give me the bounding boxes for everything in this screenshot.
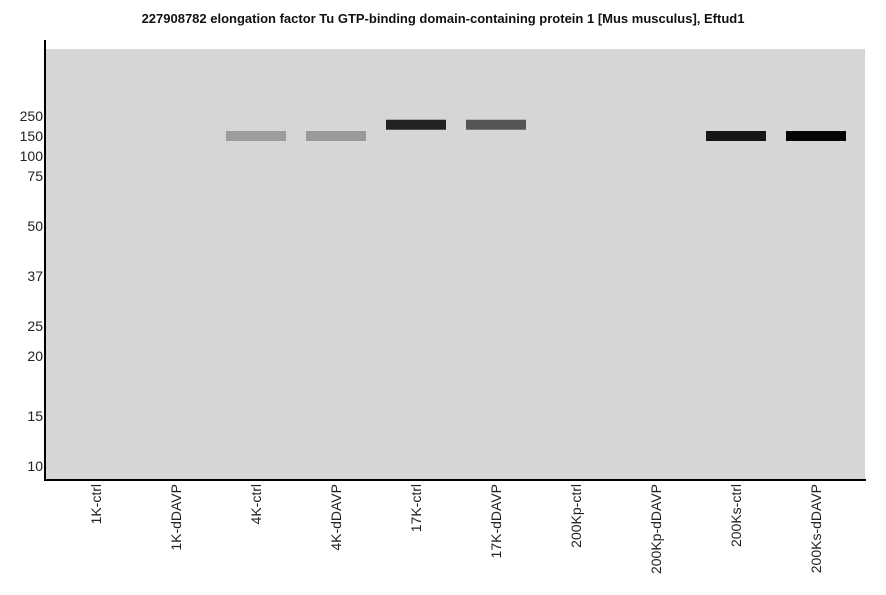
- lane-label: 17K-dDAVP: [488, 484, 504, 558]
- lane-label: 200Kp-dDAVP: [648, 484, 664, 574]
- band: [786, 131, 846, 141]
- y-tick-label: 100: [20, 148, 44, 164]
- y-tick-label: 20: [27, 348, 43, 364]
- lane-label: 1K-dDAVP: [168, 484, 184, 551]
- y-tick-label: 75: [27, 168, 43, 184]
- lane-label: 200Ks-dDAVP: [808, 484, 824, 573]
- chart-title: 227908782 elongation factor Tu GTP-bindi…: [141, 11, 745, 26]
- band: [706, 131, 766, 141]
- band: [386, 119, 446, 130]
- lane-label: 4K-dDAVP: [328, 484, 344, 551]
- y-tick-label: 150: [20, 128, 44, 144]
- lane-label: 17K-ctrl: [408, 484, 424, 532]
- blot-background: [46, 49, 865, 479]
- y-tick-label: 50: [27, 218, 43, 234]
- y-tick-label: 37: [27, 268, 43, 284]
- y-tick-label: 25: [27, 318, 43, 334]
- band: [466, 119, 526, 130]
- band: [226, 131, 286, 141]
- y-tick-label: 10: [27, 458, 43, 474]
- lane-label: 4K-ctrl: [248, 484, 264, 524]
- lane-label: 1K-ctrl: [88, 484, 104, 524]
- lane-label: 200Kp-ctrl: [568, 484, 584, 548]
- band: [306, 131, 366, 141]
- y-tick-label: 15: [27, 408, 43, 424]
- y-tick-label: 250: [20, 108, 44, 124]
- lane-label: 200Ks-ctrl: [728, 484, 744, 547]
